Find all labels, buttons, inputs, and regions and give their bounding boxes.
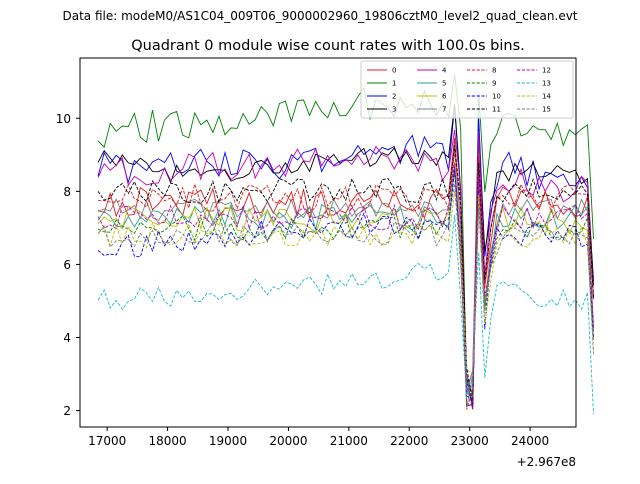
figure-suptitle: Data file: modeM0/AS1C04_009T06_90000029… [62,9,577,23]
series-line-4 [97,129,594,393]
x-tick-label: 24000 [511,434,549,448]
series-line-3 [97,104,594,410]
series-line-12 [97,162,594,410]
series-line-14 [97,191,594,376]
plot-area-frame [79,57,577,428]
legend-label-12: 12 [542,67,551,75]
y-tick-label: 8 [63,185,71,199]
legend-label-3: 3 [392,106,396,114]
y-tick-label: 4 [63,331,71,345]
legend-label-7: 7 [442,106,446,114]
series-line-10 [97,166,594,401]
x-tick-label: 23000 [451,434,489,448]
series-line-11 [97,145,594,405]
series-line-7 [97,145,594,396]
legend-label-14: 14 [542,93,551,101]
y-tick-label: 10 [56,112,71,126]
x-offset-label: +2.967e8 [517,455,576,469]
x-tick-label: 18000 [149,434,187,448]
legend-label-8: 8 [492,67,496,75]
x-tick-label: 22000 [390,434,428,448]
legend-label-15: 15 [542,106,551,114]
x-tick-label: 21000 [330,434,368,448]
series-line-15 [97,183,594,386]
legend-label-4: 4 [442,67,447,75]
x-tick-label: 17000 [88,434,126,448]
series-lines [97,74,594,414]
series-line-13 [97,214,594,414]
legend-label-9: 9 [492,80,496,88]
x-tick-label: 20000 [269,434,307,448]
series-line-9 [97,171,594,395]
legend-label-0: 0 [392,67,396,75]
series-line-8 [98,151,594,410]
legend-label-6: 6 [442,93,447,101]
legend-frame [360,60,574,119]
y-tick-label: 6 [63,258,71,272]
legend-label-2: 2 [392,93,396,101]
axes-ticks: 17000 18000 19000 20000 21000 22000 23000 24000… [56,112,549,448]
legend-label-5: 5 [442,80,446,88]
y-tick-label: 2 [63,404,71,418]
legend-label-10: 10 [492,93,501,101]
legend-label-1: 1 [392,80,396,88]
legend-label-13: 13 [542,80,551,88]
legend-label-11: 11 [492,106,501,114]
series-line-2 [97,106,594,407]
chart-title: Quadrant 0 module wise count rates with … [131,38,525,54]
x-tick-label: 19000 [209,434,247,448]
